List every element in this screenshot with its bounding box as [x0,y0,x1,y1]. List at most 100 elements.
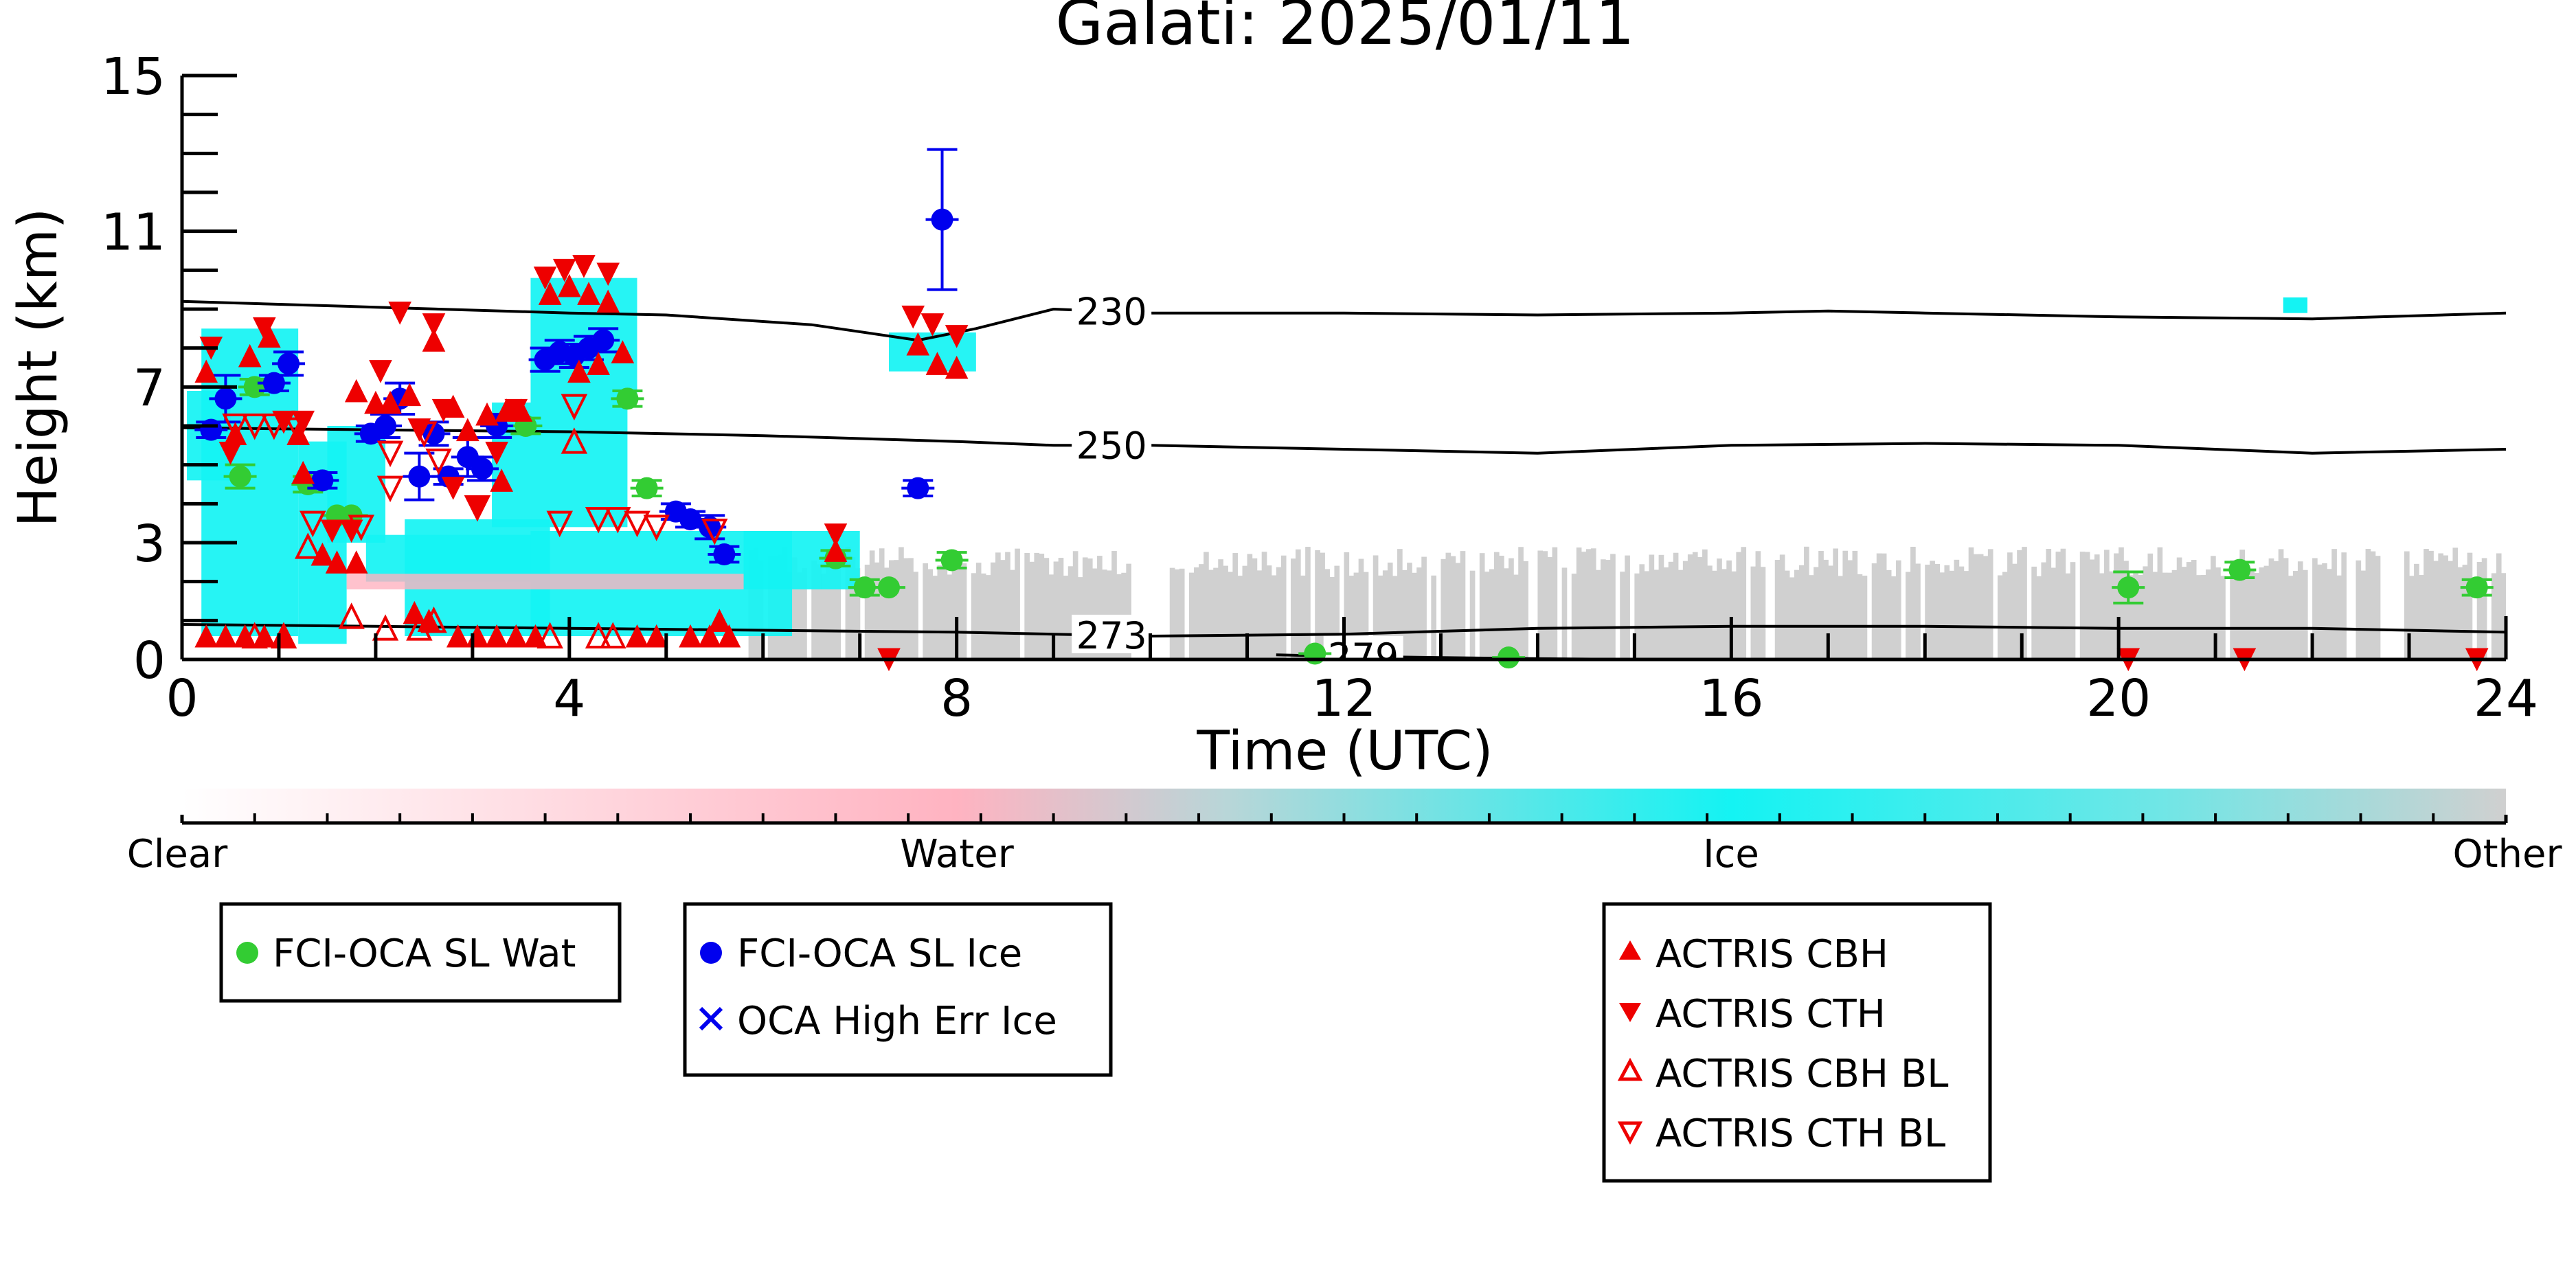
actris-cbh-point [925,352,949,375]
isotherm-250 [182,426,2506,455]
oca-water-point [1304,642,1326,665]
actris-cbh-point [446,624,470,648]
actris-cbh-point [611,340,635,363]
actris-cbh-point [194,359,218,383]
oca-water-point [2465,576,2488,599]
colorbar-label-clear: Clear [127,832,228,877]
actris-cbh-bl-point [338,602,365,629]
colorbar: Clear Water Ice Other [127,789,2562,877]
actris-cbh-bl-point [561,427,588,454]
isotherm-label: 273 [1076,614,1147,657]
legend-label-cth-bl: ACTRIS CTH BL [1656,1111,1945,1156]
actris-cbh-point [490,468,513,492]
actris-cbh-point [194,624,218,648]
actris-cbh-point [587,352,610,375]
actris-cbh-point [625,624,649,648]
legend-label-high-err: OCA High Err Ice [737,999,1057,1043]
actris-cth-bl-point [546,510,573,538]
actris-cbh-point [364,390,387,414]
actris-cth-point [824,523,848,547]
actris-cth-bl-point [643,515,670,541]
colorbar-label-ice: Ice [1703,832,1759,877]
legend-marker-cbh-bl [1617,1057,1643,1081]
legend-marker-oca-ice [700,942,722,964]
actris-cth-bl-point [348,515,375,541]
oca-water-point [2117,576,2140,599]
oca-ice-point [471,457,493,480]
actris-cbh-point [214,624,238,648]
oca-water-point [940,549,963,572]
actris-cth-point [388,302,411,325]
actris-cbh-point [485,624,508,648]
actris-cth-bl-point [411,421,438,448]
actris-cth-point [504,398,528,422]
oca-water-point [853,576,876,599]
actris-cth-point [901,305,925,329]
marker-layer [194,148,2494,672]
actris-cth-bl-point [222,414,249,440]
x-tick-label: 20 [2086,669,2151,728]
x-axis-label: Time (UTC) [1196,721,1493,782]
actris-cth-point [533,267,557,290]
oca-water-point [243,376,266,398]
actris-cth-point [945,325,969,348]
actris-cth-bl-point [260,414,288,440]
actris-cth-point [431,398,455,422]
legend-actris: ACTRIS CBH ACTRIS CTH ACTRIS CBH BL ACTR… [1602,902,1992,1183]
colorbar-label-other: Other [2452,832,2562,877]
actris-cth-point [253,317,276,341]
oca-water-point [2228,558,2251,581]
actris-cbh-point [679,624,702,648]
isotherm-label: 250 [1076,424,1147,467]
actris-cbh-point [286,422,310,445]
actris-cbh-point [291,460,315,484]
actris-cth-point [218,442,242,465]
actris-cbh-bl-point [536,622,563,648]
x-tick-label: 12 [1311,669,1376,728]
actris-cth-point [466,496,489,520]
oca-water-point [1498,646,1520,669]
y-tick-label: 15 [101,47,166,106]
actris-cbh-point [596,289,620,313]
oca-ice-point [278,352,300,375]
x-tick-label: 0 [166,669,198,728]
legend-label-cbh-bl: ACTRIS CBH BL [1656,1052,1948,1096]
oca-ice-point [262,372,285,394]
actris-cbh-bl-point [295,532,321,559]
actris-cbh-point [698,624,722,648]
actris-cbh-bl-point [420,606,447,633]
actris-cbh-point [344,550,368,574]
actris-cth-point [596,262,620,286]
cloud-mask-field [187,278,2506,659]
oca-ice-point [408,465,431,488]
legend-marker-cth-bl [1617,1121,1643,1145]
actris-cbh-point [717,624,741,648]
actris-cbh-point [577,282,600,305]
actris-cth-bl-point [464,495,491,522]
actris-cbh-bl-point [241,622,268,648]
legend-label-cth: ACTRIS CTH [1656,992,1886,1037]
y-tick-label: 3 [133,515,166,574]
actris-cbh-point [644,624,668,648]
actris-cbh-point [538,282,562,305]
actris-cbh-point [708,609,732,632]
actris-cth-bl-point [585,507,612,534]
oca-water-point [229,465,251,488]
actris-cbh-point [422,328,446,352]
oca-ice-point [907,477,929,499]
actris-cth-bl-point [241,414,268,440]
oca-ice-point [713,543,736,565]
y-tick-label: 11 [101,203,166,262]
actris-cbh-point [567,359,591,383]
actris-cbh-point [945,355,969,379]
actris-cbh-point [475,402,499,426]
oca-ice-point [214,387,237,410]
x-axis-ticks: 0 4 8 12 16 20 24 [166,617,2538,728]
y-axis-label: Height (km) [8,208,69,528]
isotherm-label: 230 [1076,290,1147,333]
legend-label-oca-ice: FCI-OCA SL Ice [737,931,1022,976]
actris-cbh-point [325,550,349,574]
actris-cbh-point [344,379,368,403]
actris-cbh-point [558,273,581,297]
actris-cth-point [485,442,508,465]
